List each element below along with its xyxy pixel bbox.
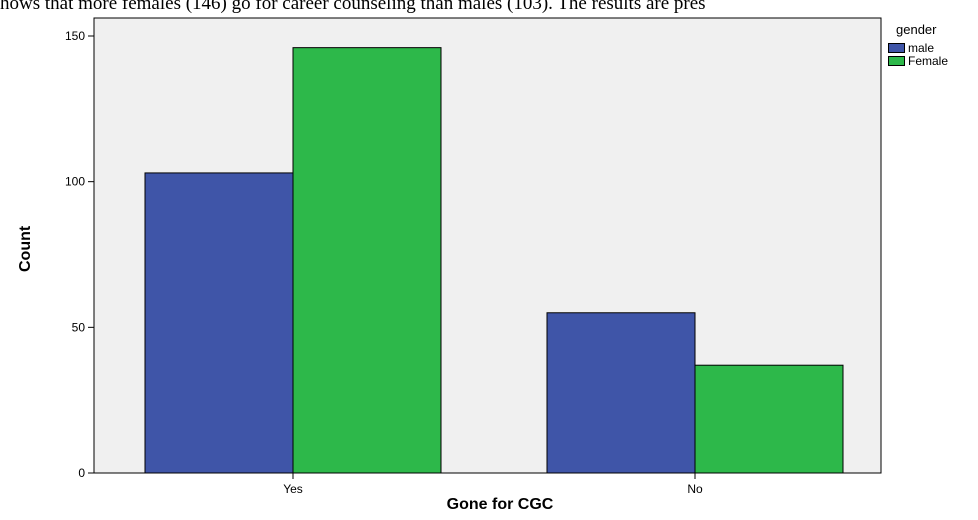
legend-title: gender (896, 22, 937, 37)
y-tick-label-150: 150 (65, 29, 85, 43)
x-tick-label-no: No (687, 482, 703, 496)
bar-yes-female (292, 47, 442, 474)
y-tick-label-0: 0 (78, 466, 85, 480)
x-tick-label-yes: Yes (283, 482, 303, 496)
y-tick-label-100: 100 (65, 175, 85, 189)
legend-item-female: Female (888, 53, 949, 68)
bar-no-female (694, 364, 844, 474)
caption-text: hows that more females (146) go for care… (0, 0, 706, 14)
bar-yes-male (144, 172, 294, 474)
legend-label-male: male (908, 40, 935, 55)
bar-no-male (546, 312, 696, 474)
x-axis-label: Gone for CGC (446, 496, 554, 513)
y-tick-label-50: 50 (72, 320, 86, 334)
legend-item-male: male (888, 40, 935, 55)
y-axis-label: Count (17, 225, 34, 272)
legend-swatch-male (888, 42, 905, 53)
legend-label-female: Female (908, 53, 949, 68)
legend-swatch-female (888, 55, 905, 66)
